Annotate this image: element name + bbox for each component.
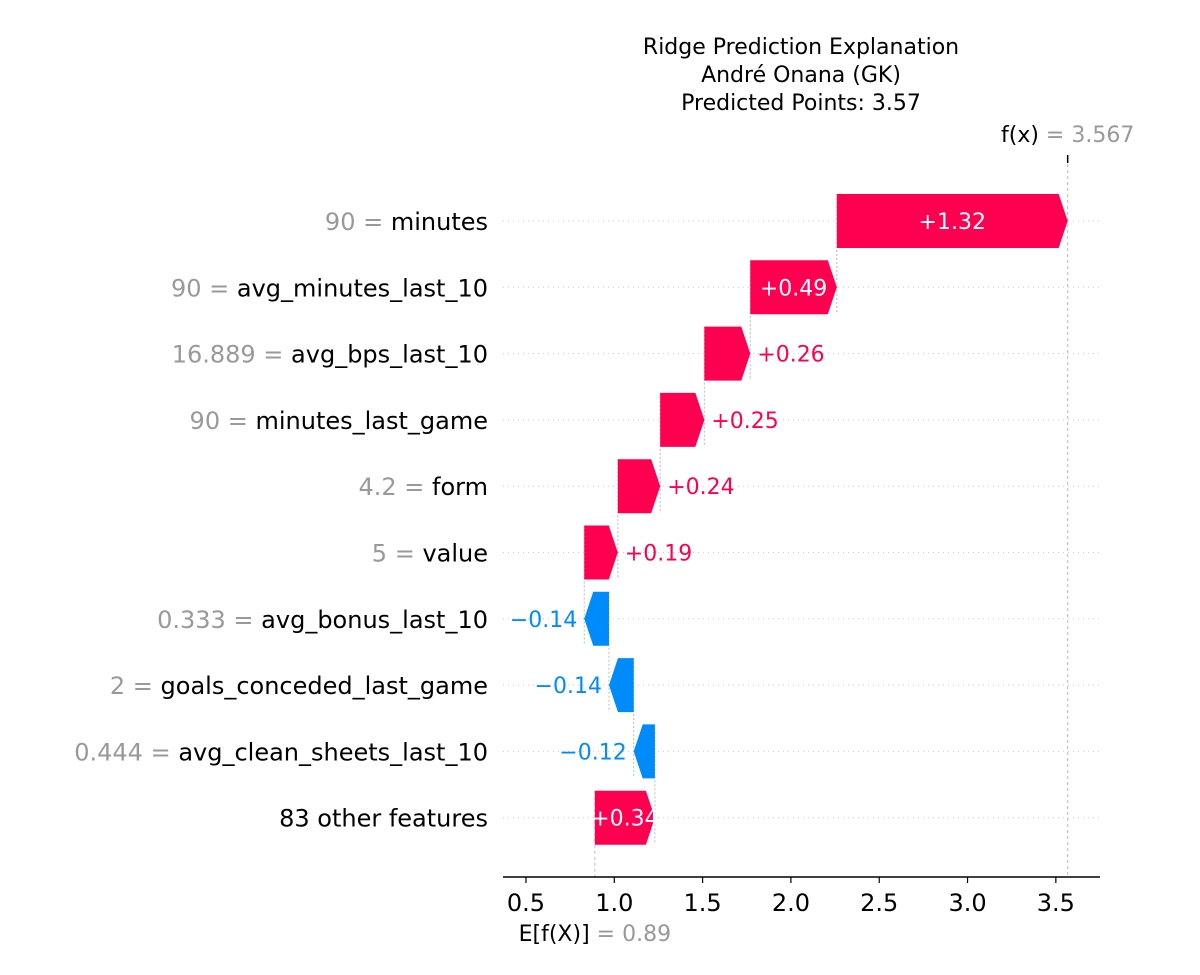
feature-label-3: 16.889 = avg_bps_last_10 [172, 341, 488, 369]
feature-name: avg_bonus_last_10 [261, 606, 488, 634]
chart-title: Ridge Prediction Explanation André Onana … [643, 35, 959, 116]
base-value-label: E[f(X)] = 0.89 [519, 922, 671, 947]
output-value-label: f(x) = 3.567 [1001, 123, 1134, 148]
value-label-8: −0.14 [535, 674, 602, 699]
feature-label-6: 5 = value [372, 540, 488, 568]
base-value: 0.89 [622, 922, 671, 947]
feature-label-7: 0.333 = avg_bonus_last_10 [157, 606, 488, 634]
value-label-4: +0.25 [711, 409, 778, 434]
feature-value: 4.2 [358, 473, 396, 501]
bar-2 [750, 260, 837, 315]
output-eq: = [1039, 123, 1071, 148]
title-line-0: Ridge Prediction Explanation [643, 35, 959, 60]
feature-name: avg_bps_last_10 [291, 341, 488, 369]
title-line-2: Predicted Points: 3.57 [681, 91, 921, 116]
feature-value: 90 [190, 407, 221, 435]
feature-name: 83 other features [279, 805, 488, 833]
feature-name: minutes [391, 208, 488, 236]
bar-5 [617, 459, 661, 514]
value-label-2: +0.49 [760, 276, 827, 301]
x-axis: 0.5 1.0 1.5 2.0 2.5 3.0 3.5 E[f(X)] = 0.89 [503, 876, 1100, 947]
value-label-3: +0.26 [757, 343, 824, 368]
feature-value: 2 [110, 672, 125, 700]
ex-label: E[f(X)] [519, 922, 590, 947]
feature-label-4: 90 = minutes_last_game [190, 407, 488, 435]
value-label-5: +0.24 [667, 475, 734, 500]
feature-label-10: 83 other features [279, 805, 488, 833]
base-eq: = [590, 922, 622, 947]
x-tick-label: 2.0 [772, 889, 810, 917]
feature-label-9: 0.444 = avg_clean_sheets_last_10 [74, 738, 488, 766]
equals-sign: = [143, 738, 178, 766]
feature-value: 16.889 [172, 341, 256, 369]
equals-sign: = [125, 672, 160, 700]
value-label-10: +0.34 [591, 807, 658, 832]
feature-name: avg_minutes_last_10 [237, 274, 488, 302]
bars: +1.32 +0.49 +0.26 +0.25 +0.24 +0.19 −0.14 −0.14… [510, 194, 1068, 845]
x-tick-label: 2.5 [860, 889, 898, 917]
equals-sign: = [256, 341, 291, 369]
value-label-7: −0.14 [510, 608, 577, 633]
x-tick-label: 3.0 [948, 889, 986, 917]
bar-7 [584, 591, 609, 646]
bar-6 [584, 525, 618, 580]
x-tick-label: 1.5 [684, 889, 722, 917]
bar-10 [594, 790, 655, 845]
bar-3 [704, 326, 751, 381]
equals-sign: = [397, 473, 432, 501]
feature-value: 0.444 [74, 738, 143, 766]
feature-label-2: 90 = avg_minutes_last_10 [171, 274, 488, 302]
bar-9 [633, 724, 655, 779]
feature-name: avg_clean_sheets_last_10 [178, 738, 488, 766]
feature-label-8: 2 = goals_conceded_last_game [110, 672, 488, 700]
output-value: 3.567 [1071, 123, 1134, 148]
value-label-1: +1.32 [919, 210, 986, 235]
feature-name: value [422, 540, 488, 568]
equals-sign: = [220, 407, 255, 435]
title-line-1: André Onana (GK) [701, 63, 901, 88]
value-label-9: −0.12 [559, 740, 626, 765]
bar-8 [608, 658, 634, 713]
bar-1 [836, 194, 1068, 248]
feature-value: 5 [372, 540, 387, 568]
equals-sign: = [202, 274, 237, 302]
fx-label: f(x) [1001, 123, 1039, 148]
x-tick-label: 3.5 [1037, 889, 1075, 917]
x-tick-label: 0.5 [507, 889, 545, 917]
output-annotation: f(x) = 3.567 [1001, 123, 1134, 148]
feature-name: form [432, 473, 488, 501]
x-tick-label: 1.0 [595, 889, 633, 917]
feature-value: 90 [325, 208, 356, 236]
equals-sign: = [226, 606, 261, 634]
feature-name: goals_conceded_last_game [161, 672, 488, 700]
value-label-6: +0.19 [625, 542, 692, 567]
feature-value: 0.333 [157, 606, 226, 634]
equals-sign: = [387, 540, 422, 568]
feature-label-1: 90 = minutes [325, 208, 488, 236]
bar-4 [660, 392, 705, 447]
feature-name: minutes_last_game [255, 407, 488, 435]
equals-sign: = [355, 208, 390, 236]
feature-value: 90 [171, 274, 202, 302]
feature-label-5: 4.2 = form [358, 473, 488, 501]
